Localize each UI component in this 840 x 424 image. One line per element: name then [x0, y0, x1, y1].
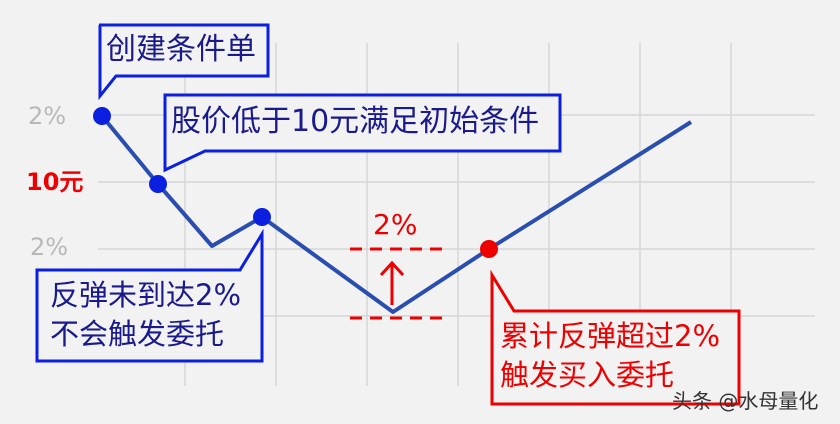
callout-create-box: [98, 23, 270, 101]
callout-condition-text: 股价低于10元满足初始条件: [171, 104, 540, 139]
axis-label-price: 10元: [26, 168, 84, 196]
callout-trigger-box: [490, 269, 741, 406]
rebound-marker: [350, 247, 448, 320]
watermark: 头条 @水母量化: [672, 389, 819, 413]
point-small-rebound: [253, 208, 271, 226]
axis-label-lower: 2%: [30, 233, 69, 261]
callout-no-trigger-line1: 反弹未到达2%: [50, 278, 242, 312]
point-condition-met: [149, 175, 167, 193]
point-trigger: [480, 240, 498, 258]
axis-label-upper: 2%: [28, 102, 67, 130]
up-arrow-head-icon: [379, 260, 405, 277]
callout-condition-box: [163, 93, 562, 173]
callout-create-text: 创建条件单: [106, 32, 256, 67]
callout-no-trigger-line2: 不会触发委托: [50, 317, 225, 351]
callout-no-trigger-box: [35, 228, 264, 363]
point-create: [93, 107, 111, 125]
callout-trigger-line1: 累计反弹超过2%: [500, 319, 721, 353]
rebound-label: 2%: [373, 208, 418, 241]
callout-trigger-line2: 触发买入委托: [500, 358, 675, 392]
